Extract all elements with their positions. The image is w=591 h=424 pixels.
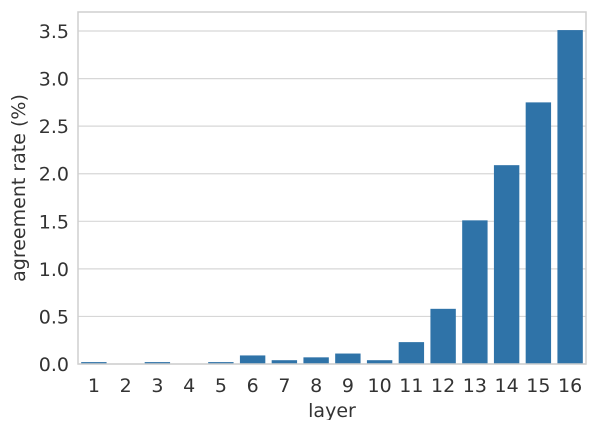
bar-layer-9: [335, 353, 361, 364]
x-tick-label: 15: [526, 375, 550, 397]
x-tick-label: 10: [368, 375, 392, 397]
x-tick-label: 12: [431, 375, 455, 397]
bar-layer-8: [303, 357, 329, 364]
bar-layer-14: [493, 165, 520, 364]
bar-layer-15: [525, 102, 552, 364]
y-tick-label: 3.0: [39, 69, 69, 91]
y-tick-label: 0.0: [39, 354, 69, 376]
y-tick-label: 2.5: [39, 116, 69, 138]
y-axis-label: agreement rate (%): [8, 94, 30, 282]
bar-layer-12: [430, 308, 456, 364]
bar-layer-7: [271, 360, 298, 364]
x-tick-label: 7: [278, 375, 290, 397]
bar-layer-6: [239, 355, 266, 364]
y-tick-label: 0.5: [39, 306, 69, 328]
x-tick-label: 3: [151, 375, 163, 397]
y-tick-label: 1.0: [39, 259, 69, 281]
x-tick-label: 9: [342, 375, 354, 397]
x-tick-label: 16: [558, 375, 582, 397]
x-tick-label: 4: [183, 375, 195, 397]
bar-layer-13: [462, 220, 488, 364]
x-tick-label: 8: [310, 375, 322, 397]
x-tick-label: 13: [463, 375, 487, 397]
bar-layer-16: [557, 30, 583, 364]
bar-layer-1: [81, 362, 107, 364]
y-tick-label: 3.5: [39, 21, 69, 43]
x-tick-label: 2: [120, 375, 132, 397]
plot-frame: [77, 11, 587, 365]
bars: [81, 30, 583, 365]
x-tick-label: 6: [247, 375, 259, 397]
bar-layer-5: [208, 362, 234, 364]
x-tick-label: 11: [399, 375, 423, 397]
gridlines: [78, 30, 586, 365]
x-tick-label: 5: [215, 375, 227, 397]
x-tick-labels: 1 2 3 4 5 6 7 8 9 10 11 12 13 14 15 16: [88, 375, 582, 397]
x-tick-label: 1: [88, 375, 100, 397]
y-tick-label: 2.0: [39, 164, 69, 186]
y-tick-label: 1.5: [39, 211, 69, 233]
x-axis-label: layer: [308, 400, 356, 420]
bar-layer-3: [144, 362, 171, 364]
bar-layer-11: [398, 342, 425, 364]
bar-layer-10: [366, 360, 393, 364]
x-tick-label: 14: [495, 375, 519, 397]
y-tick-labels: 0.0 0.5 1.0 1.5 2.0 2.5 3.0 3.5: [39, 21, 69, 376]
